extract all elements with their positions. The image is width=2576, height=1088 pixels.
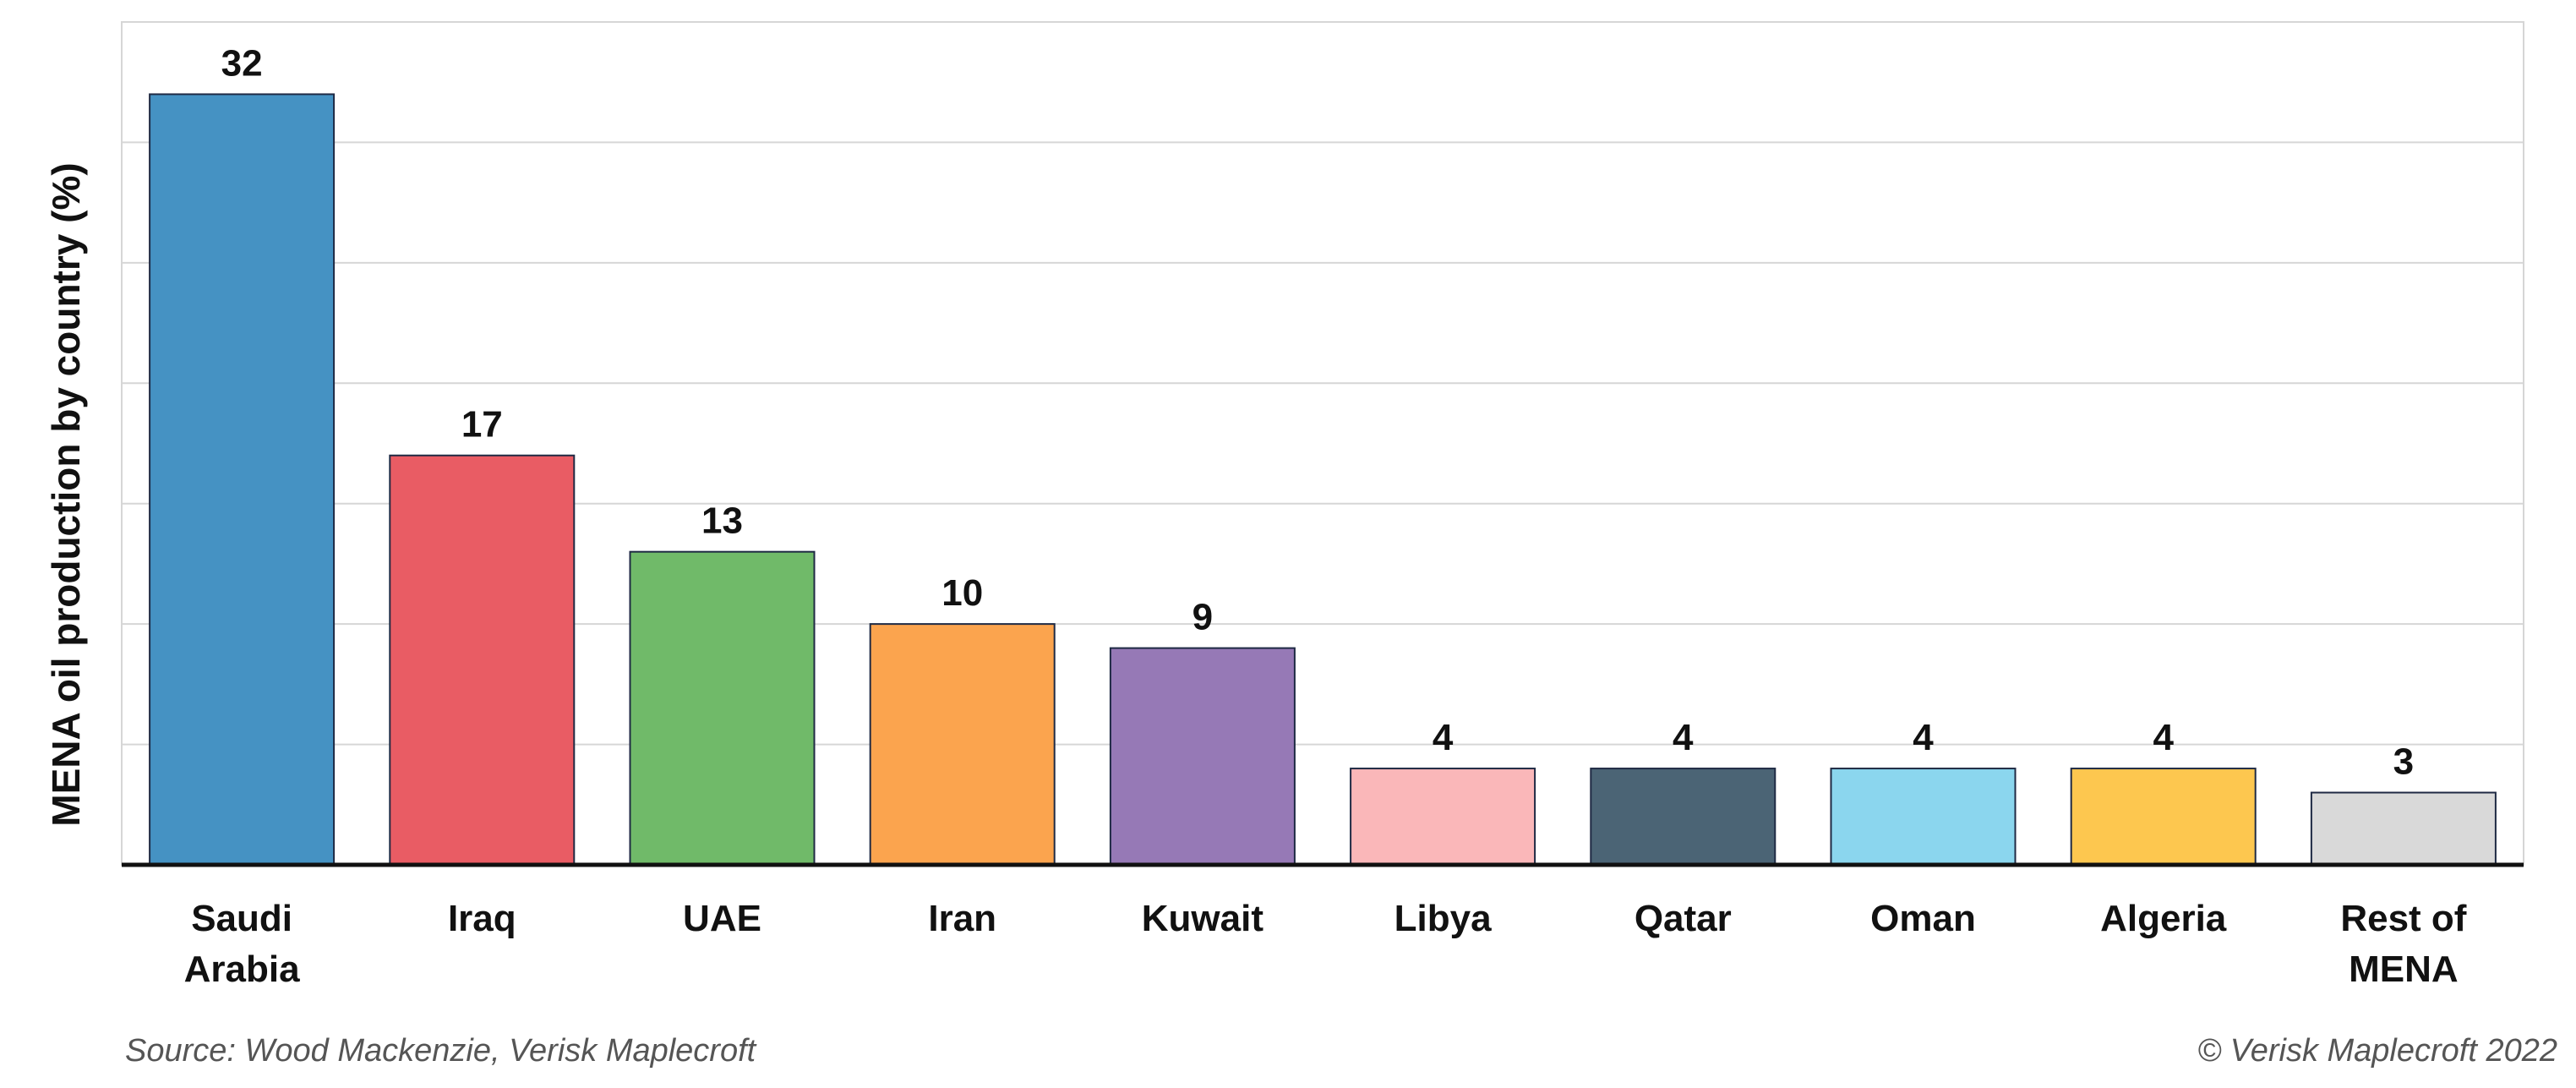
x-tick-label: Oman bbox=[1870, 898, 1976, 939]
bar bbox=[149, 93, 336, 866]
y-axis-label: MENA oil production by country (%) bbox=[44, 162, 88, 826]
x-tick-label-line: Rest of bbox=[2340, 898, 2466, 939]
x-tick-label: Qatar bbox=[1635, 898, 1732, 939]
copyright-note: © Verisk Maplecroft 2022 bbox=[2197, 1033, 2557, 1069]
value-label: 3 bbox=[2393, 741, 2414, 783]
x-tick-label: UAE bbox=[683, 898, 761, 939]
x-tick-label-line: MENA bbox=[2349, 949, 2459, 990]
bar bbox=[2070, 768, 2257, 866]
value-label: 4 bbox=[1673, 717, 1694, 758]
bar bbox=[389, 454, 576, 866]
value-label: 13 bbox=[701, 500, 743, 542]
bar bbox=[1590, 768, 1776, 866]
x-tick-label: Iran bbox=[928, 898, 996, 939]
x-tick-label-line: Saudi bbox=[191, 898, 292, 939]
x-tick-label-line: Arabia bbox=[184, 949, 300, 990]
value-label: 32 bbox=[221, 42, 263, 84]
x-tick-label-line: UAE bbox=[683, 898, 761, 939]
x-tick-label-line: Kuwait bbox=[1142, 898, 1264, 939]
x-tick-label: Iraq bbox=[448, 898, 516, 939]
x-tick-label: Algeria bbox=[2100, 898, 2227, 939]
value-label: 4 bbox=[1433, 717, 1454, 758]
value-label: 4 bbox=[2153, 717, 2174, 758]
value-label: 10 bbox=[941, 572, 983, 614]
source-note: Source: Wood Mackenzie, Verisk Maplecrof… bbox=[125, 1033, 756, 1069]
x-tick-label: Kuwait bbox=[1142, 898, 1264, 939]
x-tick-label-line: Algeria bbox=[2100, 898, 2227, 939]
value-labels: 32 17 13 10 9 4 4 4 4 3 bbox=[221, 42, 2415, 782]
x-tick-labels: Saudi Arabia Iraq UAE Iran Kuwait Libya Qatar Om… bbox=[184, 898, 2467, 990]
x-tick-label-line: Qatar bbox=[1635, 898, 1732, 939]
value-label: 4 bbox=[1913, 717, 1934, 758]
bar bbox=[2310, 791, 2497, 866]
value-label: 17 bbox=[461, 404, 503, 446]
bar bbox=[1830, 768, 2017, 866]
bars bbox=[149, 93, 2497, 867]
x-tick-label: Saudi Arabia bbox=[184, 898, 300, 990]
x-tick-label-line: Iraq bbox=[448, 898, 516, 939]
value-label: 9 bbox=[1192, 597, 1213, 638]
bar bbox=[869, 623, 1056, 867]
x-tick-label: Libya bbox=[1394, 898, 1492, 939]
x-tick-label-line: Oman bbox=[1870, 898, 1976, 939]
bar bbox=[1350, 768, 1536, 866]
bar bbox=[629, 550, 816, 867]
x-tick-label: Rest of MENA bbox=[2340, 898, 2466, 990]
x-tick-label-line: Libya bbox=[1394, 898, 1492, 939]
bar bbox=[1109, 647, 1296, 867]
x-tick-label-line: Iran bbox=[928, 898, 996, 939]
